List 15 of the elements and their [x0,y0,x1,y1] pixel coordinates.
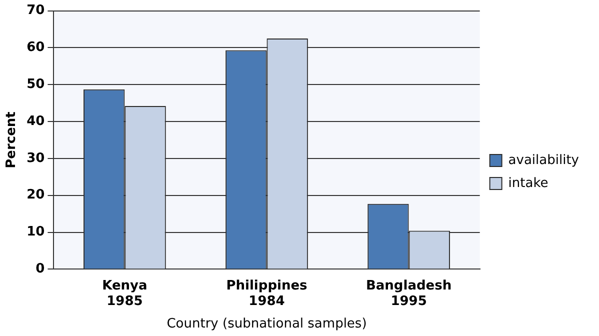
y-axis-title: Percent [4,112,20,168]
legend-label: availability [508,152,580,168]
y-tick-label: 60 [26,40,45,56]
x-axis-title: Country (subnational samples) [166,316,367,332]
y-tick-label: 0 [36,262,45,277]
y-tick-label: 40 [26,114,45,129]
y-tick-label: 70 [26,3,45,18]
x-tick-label: Philippines 1984 [226,278,308,309]
x-tick-label: Bangladesh 1995 [366,278,452,309]
y-tick-label: 30 [26,150,45,166]
legend-label: intake [508,176,548,191]
y-tick-label: 20 [26,188,45,203]
y-tick-label: 50 [26,77,45,92]
y-tick-label: 10 [26,224,45,240]
x-tick-label: Kenya 1985 [102,278,148,309]
